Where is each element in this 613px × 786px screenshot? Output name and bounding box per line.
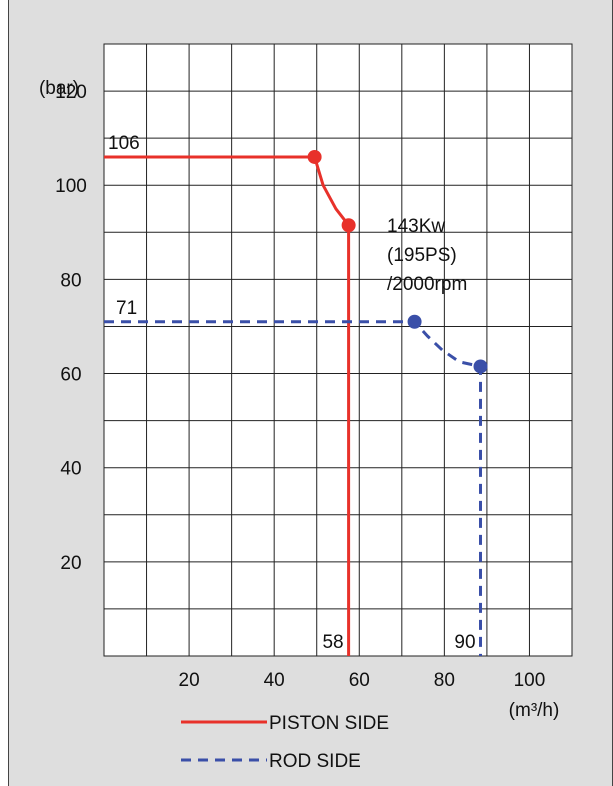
legend-label-piston-side: PISTON SIDE <box>269 713 389 734</box>
rod-side-marker <box>407 314 422 329</box>
x-axis-label: (m³/h) <box>509 700 560 721</box>
rod-side-marker <box>473 359 488 374</box>
y-tick-label: 60 <box>60 365 81 386</box>
piston-side-marker <box>307 149 322 164</box>
chart-canvas: 20 40 60 80 100 20 40 60 80 100 120(bar) (m³/h) 143K… <box>39 43 573 772</box>
x-tick-label: 80 <box>434 670 455 691</box>
chart-frame: 20 40 60 80 100 20 40 60 80 100 120 (bar) (m³/h) 143K… <box>8 0 613 786</box>
series-layer <box>104 149 488 656</box>
y-tick-label: 20 <box>60 553 81 574</box>
piston-side-value-label: 58 <box>322 632 343 653</box>
x-tick-label: 100 <box>514 670 546 691</box>
label-layer: 20 40 60 80 100 20 40 60 80 100 120(bar) (m³/h) 143K… <box>39 78 559 721</box>
rod-side-value-label: 71 <box>116 298 137 319</box>
y-tick-label: 40 <box>60 459 81 480</box>
grid-layer <box>103 43 573 657</box>
x-tick-label: 40 <box>264 670 285 691</box>
legend-label-rod-side: ROD SIDE <box>269 751 361 772</box>
y-axis-label: (bar) <box>39 78 79 99</box>
plot-area <box>103 43 573 657</box>
annotation-line: /2000rpm <box>387 274 467 295</box>
piston-side-line <box>104 155 351 656</box>
y-tick-label: 80 <box>60 270 81 291</box>
legend: PISTON SIDE ROD SIDE <box>181 713 389 772</box>
piston-side-value-label: 106 <box>108 133 140 154</box>
x-tick-label: 20 <box>179 670 200 691</box>
annotation-line: 143Kw <box>387 216 445 237</box>
y-tick-label: 120 <box>55 82 87 103</box>
x-tick-label: 60 <box>349 670 370 691</box>
rod-side-value-label: 90 <box>454 632 475 653</box>
y-tick-label: 100 <box>55 176 87 197</box>
annotation-line: (195PS) <box>387 245 457 266</box>
piston-side-marker <box>341 218 356 233</box>
power-annotation: 143Kw (195PS) /2000rpm <box>387 216 467 295</box>
